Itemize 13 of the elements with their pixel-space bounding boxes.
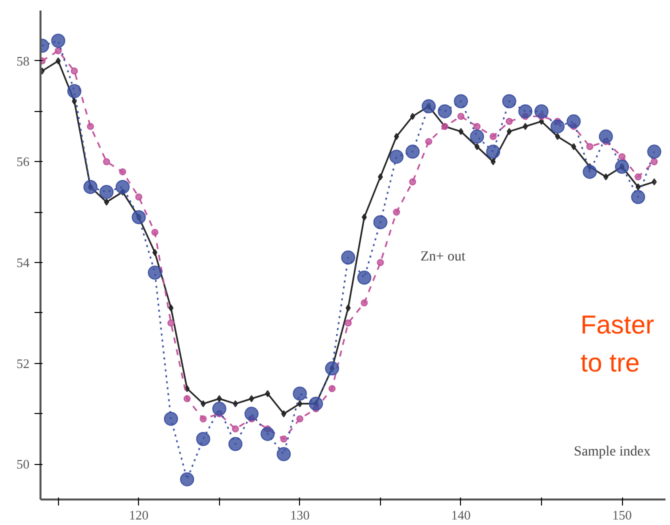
annotation: to tre [580,348,640,378]
y-tick-label: 58 [16,53,30,68]
annotation: Zn+ out [420,250,466,264]
y-tick-label: 56 [16,154,30,170]
x-tick-label: 130 [290,508,310,522]
x-tick-label: 140 [451,508,471,522]
x-tick-label: 120 [129,508,149,522]
y-tick-label: 50 [16,456,30,472]
y-tick-label: 52 [16,356,30,371]
x-axis-title: Sample index [574,444,651,460]
y-tick-label: 54 [16,255,30,270]
x-tick-label: 150 [612,508,632,522]
annotation: Faster [580,310,655,340]
